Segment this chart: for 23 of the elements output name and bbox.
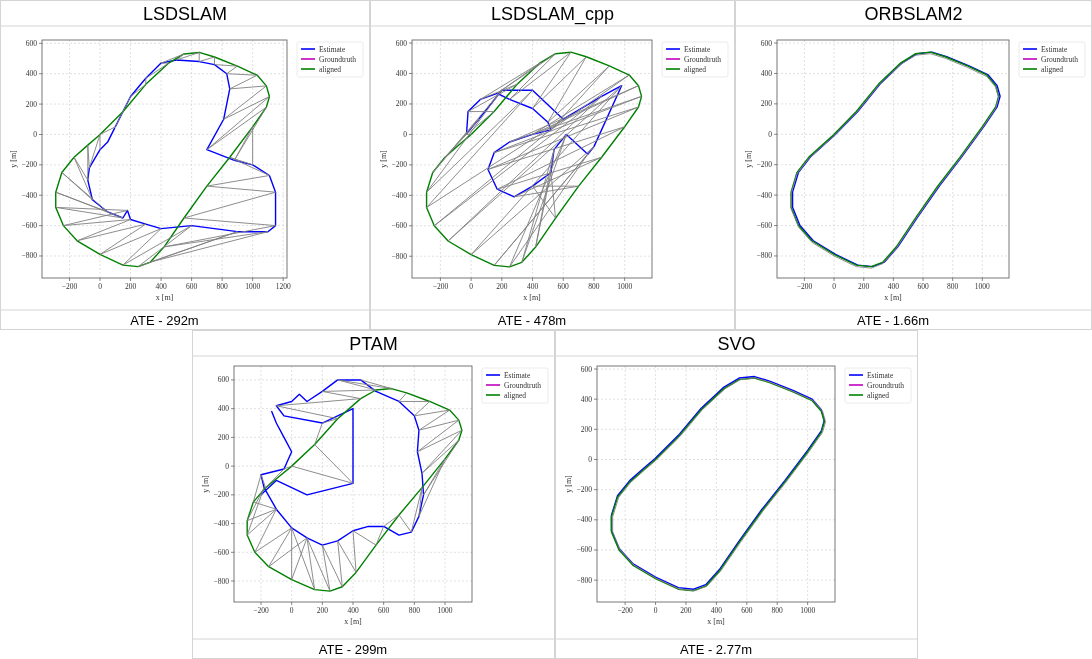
x-axis-title: x [m] — [344, 617, 363, 626]
x-axis-title: x [m] — [707, 617, 726, 626]
chart-title: SVO — [717, 334, 756, 354]
line-series — [87, 59, 277, 233]
text: ATE - 292m — [130, 313, 199, 328]
text: ATE - 299m — [318, 642, 388, 657]
y-axis-title: y [m] — [564, 474, 573, 493]
chart-title: ORBSLAM2 — [864, 4, 963, 24]
text: ATE - 2.77m — [679, 642, 753, 657]
x-axis-title: x [m] — [884, 293, 903, 302]
x-axis-title: x [m] — [523, 293, 542, 302]
x-axis-title: x [m] — [155, 293, 174, 302]
text: ATE - 1.66m — [856, 313, 930, 328]
chart-title: LSDSLAM — [142, 4, 228, 24]
chart-title: LSDSLAM_cpp — [490, 4, 615, 25]
y-axis-title: y [m] — [9, 149, 18, 168]
y-axis-title: y [m] — [744, 149, 753, 168]
y-axis-title: y [m] — [379, 149, 388, 168]
line-series — [260, 379, 425, 546]
text: ATE - 478m — [497, 313, 567, 328]
y-axis-title: y [m] — [201, 474, 210, 493]
chart-title: PTAM — [349, 334, 398, 354]
line-series — [465, 84, 623, 198]
